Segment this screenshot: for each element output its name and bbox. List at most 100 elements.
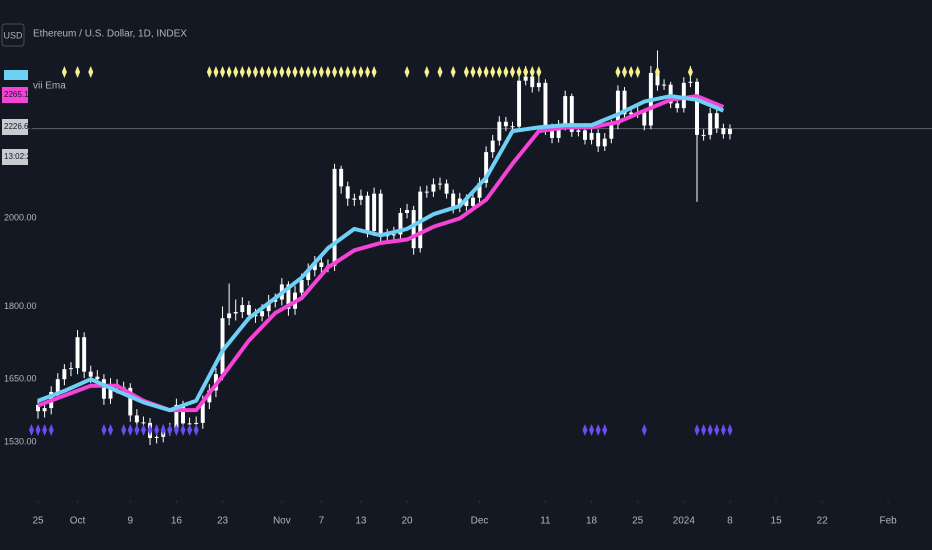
candle-body: [68, 368, 73, 370]
signal-marker: [536, 66, 542, 78]
candle-body: [75, 337, 80, 369]
candle-body: [108, 384, 113, 399]
x-tick-label: 8: [727, 516, 733, 527]
signal-marker: [687, 66, 693, 78]
candle-body: [503, 121, 508, 127]
candle-body: [233, 312, 238, 314]
signal-marker: [358, 66, 364, 78]
signal-marker: [167, 424, 173, 436]
x-tick-label: 25: [632, 516, 644, 527]
x-tick-label: 16: [171, 516, 183, 527]
signal-marker: [42, 424, 48, 436]
candle-body: [227, 313, 232, 319]
indicator-tag: [4, 70, 28, 80]
signal-marker: [701, 424, 707, 436]
signal-marker: [88, 66, 94, 78]
x-tick-label: 9: [127, 516, 133, 527]
candle-body: [391, 234, 396, 236]
signal-marker: [160, 424, 166, 436]
signal-marker: [246, 66, 252, 78]
y-tick-label: 1530.00: [4, 437, 37, 447]
price-tag-label: 2226.60: [4, 122, 33, 131]
signal-marker: [48, 424, 54, 436]
ema-line: [37, 94, 725, 413]
candle-body: [668, 84, 673, 104]
signal-marker: [180, 424, 186, 436]
candle-body: [517, 80, 522, 127]
candle-body: [141, 422, 146, 424]
candle-body: [523, 76, 528, 81]
signal-marker: [305, 66, 311, 78]
candle-body: [246, 305, 251, 315]
signal-marker: [582, 424, 588, 436]
signal-marker: [404, 66, 410, 78]
candle-body: [319, 262, 324, 267]
signal-marker: [727, 424, 733, 436]
candle-body: [563, 96, 568, 126]
signal-marker: [628, 66, 634, 78]
x-tick-label: Dec: [471, 516, 489, 527]
candle-body: [240, 305, 245, 313]
signal-marker: [707, 424, 713, 436]
signal-marker: [622, 66, 628, 78]
signal-marker: [121, 424, 127, 436]
chart-title: Ethereum / U.S. Dollar, 1D, INDEX: [33, 29, 187, 40]
candle-body: [174, 404, 179, 429]
candle-body: [451, 193, 456, 208]
signal-marker: [154, 424, 160, 436]
candle-body: [701, 134, 706, 136]
signal-marker: [292, 66, 298, 78]
candle-body: [95, 376, 100, 380]
currency-box[interactable]: [1, 23, 25, 47]
signal-marker: [279, 66, 285, 78]
candle-body: [550, 129, 555, 138]
y-tick-label: 1650.00: [4, 374, 37, 384]
signal-marker: [28, 424, 34, 436]
signal-marker: [332, 66, 338, 78]
candle-body: [609, 124, 614, 139]
candle-body: [82, 337, 87, 372]
signal-marker: [325, 66, 331, 78]
signal-marker: [509, 66, 515, 78]
signal-marker: [496, 66, 502, 78]
candle-body: [88, 371, 93, 377]
signal-marker: [365, 66, 371, 78]
candle-body: [312, 262, 317, 271]
candle-body: [681, 82, 686, 109]
signal-marker: [140, 424, 146, 436]
signal-marker: [654, 66, 660, 78]
x-tick-label: 11: [540, 516, 551, 527]
signal-marker: [641, 424, 647, 436]
x-tick-label: 7: [319, 516, 325, 527]
candle-body: [662, 84, 667, 86]
candle-body: [299, 279, 304, 293]
candle-body: [457, 198, 462, 208]
candle-body: [200, 402, 205, 423]
signal-marker: [187, 424, 193, 436]
candle-body: [154, 436, 159, 438]
x-tick-label: Nov: [273, 516, 291, 527]
signal-marker: [312, 66, 318, 78]
candle-body: [378, 193, 383, 237]
signal-marker: [127, 424, 133, 436]
candle-body: [536, 82, 541, 88]
candle-body: [629, 112, 634, 115]
y-tick-label: 2000.00: [4, 213, 37, 223]
x-tick-label: 20: [401, 516, 413, 527]
x-tick-label: 13: [355, 516, 367, 527]
candle-body: [405, 210, 410, 213]
candle-body: [477, 182, 482, 198]
candle-body: [464, 198, 469, 206]
signal-marker: [226, 66, 232, 78]
signal-marker: [193, 424, 199, 436]
signal-marker: [338, 66, 344, 78]
candle-body: [576, 130, 581, 132]
signal-marker: [345, 66, 351, 78]
price-tag-label: 13:02:21: [4, 152, 36, 161]
signal-marker: [714, 424, 720, 436]
price-tag: [2, 149, 28, 165]
signal-marker: [213, 66, 219, 78]
candle-body: [721, 128, 726, 135]
signal-marker: [61, 66, 67, 78]
